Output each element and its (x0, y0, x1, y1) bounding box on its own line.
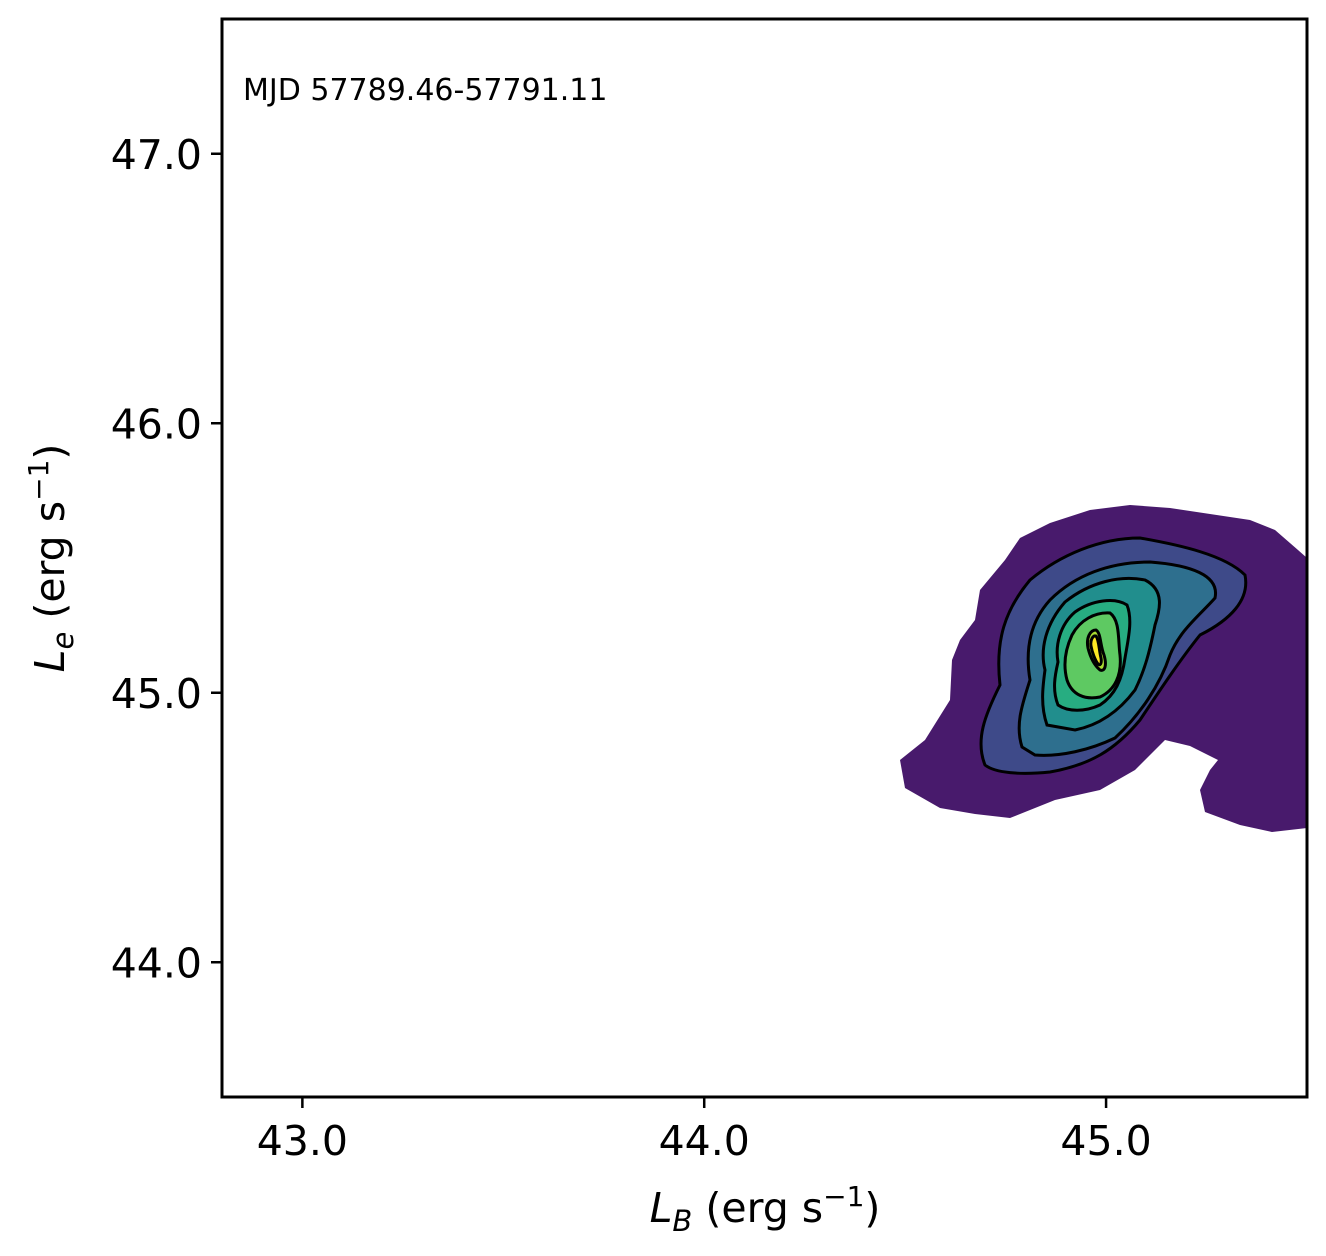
contour-line-6 (1063, 611, 1122, 700)
x-axis-label: LB (erg s−1) (650, 1180, 881, 1238)
contour-line-7 (1086, 628, 1107, 672)
contour-line-5 (1053, 599, 1132, 712)
y-axis-ticks: 44.0 45.0 46.0 47.0 (111, 131, 222, 987)
contour-line-4 (1041, 576, 1161, 732)
contour-line-8 (1089, 634, 1103, 667)
contour-lines (979, 536, 1248, 775)
y-tick-label: 47.0 (111, 131, 202, 179)
contour-line-2 (979, 536, 1248, 775)
x-axis-ticks: 43.0 44.0 45.0 (257, 1097, 1152, 1165)
plot-frame (220, 17, 1309, 1099)
time-range-annotation: MJD 57789.46-57791.11 (243, 73, 607, 108)
x-tick-label: 44.0 (659, 1117, 750, 1165)
contour-level-8 (1090, 635, 1102, 665)
x-tick-label: 45.0 (1060, 1117, 1151, 1165)
contour-line-3 (1017, 560, 1217, 757)
x-tick-label: 43.0 (257, 1117, 348, 1165)
y-tick-label: 44.0 (111, 939, 202, 987)
y-axis-label: Le (erg s−1) (22, 444, 80, 673)
y-tick-label: 45.0 (111, 670, 202, 718)
y-tick-label: 46.0 (111, 400, 202, 448)
